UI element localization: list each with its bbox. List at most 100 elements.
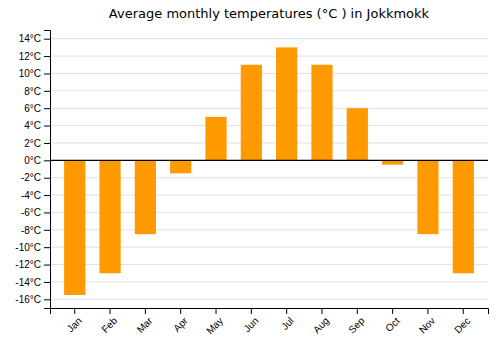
plot-area: -16°C -14°C -12°C -10°C -8°C -6°C -4°C -2°C 0°C 2… <box>15 31 488 337</box>
y-tick-label: 14°C <box>19 33 41 44</box>
y-tick: 4°C <box>24 120 50 131</box>
bar <box>382 160 403 164</box>
y-tick: 8°C <box>24 86 50 97</box>
y-tick: -8°C <box>21 225 50 236</box>
y-tick-mark <box>44 299 50 300</box>
grid-line <box>50 125 488 126</box>
x-tick-mark <box>74 308 75 314</box>
bar <box>276 47 297 160</box>
y-tick: 6°C <box>24 103 50 114</box>
x-tick-label: May <box>204 315 225 336</box>
x-tick-label: Jun <box>241 315 260 334</box>
x-tick-label: Jul <box>279 315 296 332</box>
x-tick: Jul <box>279 308 296 332</box>
y-tick: -10°C <box>15 242 50 253</box>
y-tick-mark <box>44 212 50 213</box>
y-tick-mark <box>44 126 50 127</box>
grid-line <box>50 142 488 143</box>
x-tick: May <box>204 308 225 336</box>
x-tick: Dec <box>452 308 472 335</box>
bar <box>64 160 85 295</box>
x-tick-mark <box>463 308 464 314</box>
y-tick: 2°C <box>24 138 50 149</box>
x-axis: Jan Feb Mar Apr May Jun Jul Aug Sep Oct Nov Dec <box>51 308 489 336</box>
grid-line <box>50 108 488 109</box>
y-tick-mark <box>44 143 50 144</box>
chart: -16°C -14°C -12°C -10°C -8°C -6°C -4°C -2°C 0°C 2… <box>0 0 500 350</box>
grid-line <box>50 281 488 282</box>
x-tick-label: Nov <box>417 315 437 335</box>
y-axis-line <box>44 31 51 309</box>
y-tick: 0°C <box>24 155 50 166</box>
x-tick: Aug <box>311 308 331 335</box>
y-tick-label: -6°C <box>21 207 41 218</box>
y-tick: 10°C <box>19 68 50 79</box>
x-tick: Mar <box>135 308 155 335</box>
y-tick-mark <box>44 91 50 92</box>
y-tick-mark <box>44 247 50 248</box>
x-axis-line <box>51 309 489 315</box>
y-tick-label: -4°C <box>21 190 41 201</box>
y-tick: -14°C <box>15 277 50 288</box>
x-tick: Nov <box>417 308 437 335</box>
bar <box>241 65 262 161</box>
x-tick: Sep <box>346 308 367 335</box>
x-tick-label: Apr <box>171 315 190 334</box>
x-tick-label: Sep <box>346 315 367 336</box>
y-tick: 14°C <box>19 33 50 44</box>
y-tick-mark <box>44 282 50 283</box>
bar <box>453 160 474 273</box>
x-tick: Apr <box>171 308 190 334</box>
x-tick-mark <box>216 308 217 314</box>
x-tick-mark <box>180 308 181 314</box>
bar <box>417 160 438 234</box>
y-tick-label: 0°C <box>24 155 41 166</box>
y-tick-label: -16°C <box>15 294 41 305</box>
y-tick-mark <box>44 108 50 109</box>
grid-line <box>50 73 488 74</box>
y-tick-mark <box>44 195 50 196</box>
bar <box>347 108 368 160</box>
y-tick-mark <box>44 73 50 74</box>
y-tick: -2°C <box>21 172 50 183</box>
x-tick-mark <box>110 308 111 314</box>
grid-line <box>50 38 488 39</box>
x-tick-label: Dec <box>452 315 472 335</box>
y-tick-mark <box>44 160 50 161</box>
y-tick: -16°C <box>15 294 50 305</box>
y-tick-mark <box>44 230 50 231</box>
x-tick-mark <box>145 308 146 314</box>
y-tick-mark <box>44 56 50 57</box>
y-tick: 12°C <box>19 51 50 62</box>
x-tick-mark <box>251 308 252 314</box>
title: Average monthly temperatures (°C ) in Jo… <box>109 6 430 21</box>
x-tick: Oct <box>383 308 402 334</box>
bars <box>64 47 474 295</box>
x-tick-mark <box>321 308 322 314</box>
grid-line <box>50 90 488 91</box>
x-tick-mark <box>427 308 428 314</box>
y-tick-label: -12°C <box>15 259 41 270</box>
y-tick-label: -2°C <box>21 172 41 183</box>
y-tick: -6°C <box>21 207 50 218</box>
y-tick-label: -14°C <box>15 277 41 288</box>
x-tick-label: Mar <box>135 315 155 335</box>
x-tick: Jan <box>65 308 84 334</box>
x-tick-label: Jan <box>65 315 84 334</box>
y-tick-label: 8°C <box>24 86 41 97</box>
y-tick-label: 4°C <box>24 120 41 131</box>
x-tick-mark <box>357 308 358 314</box>
y-tick-mark <box>44 39 50 40</box>
y-tick-label: 2°C <box>24 138 41 149</box>
y-tick-label: -10°C <box>15 242 41 253</box>
x-tick-mark <box>392 308 393 314</box>
bar <box>170 160 191 173</box>
y-tick-label: 6°C <box>24 103 41 114</box>
x-tick-label: Oct <box>383 315 402 334</box>
bar <box>205 117 226 160</box>
y-tick: -12°C <box>15 259 50 270</box>
bar <box>135 160 156 234</box>
x-tick-label: Feb <box>99 315 119 335</box>
x-tick: Feb <box>99 308 119 335</box>
grid-line <box>50 160 488 161</box>
